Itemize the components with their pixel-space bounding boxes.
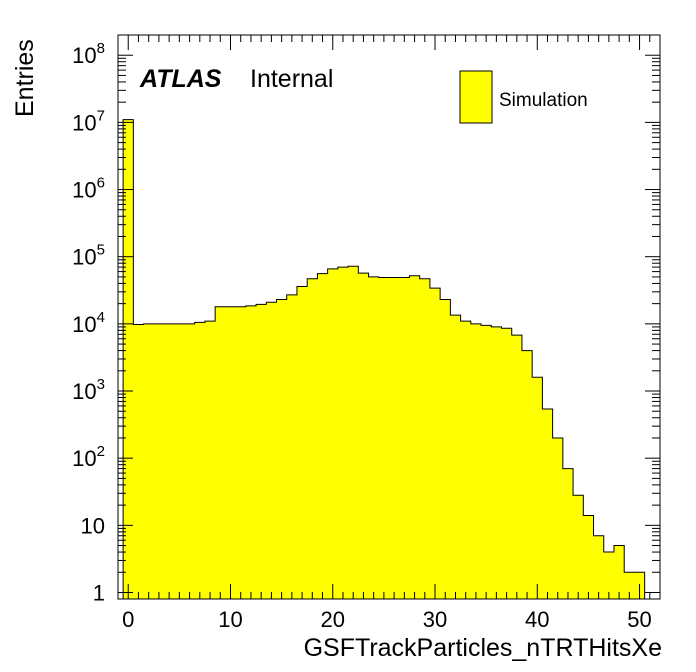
- histogram-bar: [603, 552, 615, 599]
- histogram-bar: [532, 377, 543, 599]
- histogram-bar: [133, 324, 144, 599]
- histogram-bar: [491, 326, 502, 599]
- histogram-bar: [123, 119, 134, 599]
- y-tick-label: 105: [72, 242, 105, 270]
- histogram-bar: [286, 294, 298, 599]
- histogram-bar: [521, 350, 533, 599]
- histogram-bar: [164, 323, 175, 599]
- histogram-bar: [562, 468, 574, 599]
- legend-swatch: [459, 70, 493, 124]
- x-tick-label: 20: [321, 607, 345, 632]
- histogram-outline: [122, 119, 646, 599]
- histogram-bar: [194, 322, 206, 599]
- x-tick-label: 30: [423, 607, 447, 632]
- histogram-bar: [460, 321, 472, 599]
- histogram-bar: [266, 302, 277, 599]
- y-tick-label: 107: [72, 107, 105, 135]
- histogram-bar: [174, 323, 185, 599]
- y-tick-label: 108: [72, 40, 105, 68]
- histogram-bar: [245, 305, 257, 599]
- y-axis-tick-labels: 1 10 102 103 104 105 106 107 108: [72, 40, 105, 605]
- histogram-bar: [368, 276, 380, 599]
- histogram-bar: [348, 266, 359, 599]
- histogram-bar: [624, 572, 635, 599]
- histogram-bar: [409, 275, 421, 599]
- y-tick-label: 10: [81, 513, 105, 538]
- histogram-bar: [307, 278, 318, 599]
- x-tick-label: 0: [122, 607, 134, 632]
- histogram-bar: [481, 325, 492, 599]
- histogram-bar: [429, 288, 441, 599]
- internal-label: Internal: [250, 65, 333, 93]
- histogram-bar: [389, 277, 400, 599]
- x-tick-label: 10: [218, 607, 242, 632]
- histogram-bar: [276, 299, 288, 599]
- histogram-bar: [419, 278, 431, 599]
- histogram-bar: [327, 268, 339, 599]
- histogram-bar: [440, 299, 451, 599]
- x-axis-tick-labels: 0 10 20 30 40 50: [122, 607, 652, 632]
- histogram-bar: [378, 277, 390, 599]
- histogram-bar: [225, 306, 237, 599]
- histogram-bar: [613, 545, 625, 599]
- histogram-bar: [153, 323, 165, 599]
- x-axis-ticks: [127, 35, 661, 599]
- x-tick-label: 40: [525, 607, 549, 632]
- legend-label: Simulation: [499, 90, 588, 111]
- histogram-bar: [204, 321, 216, 599]
- histogram-bar: [296, 286, 308, 599]
- histogram-bar: [501, 328, 513, 599]
- y-axis-title: Entries: [11, 39, 39, 117]
- histogram-bar: [552, 437, 564, 599]
- atlas-label: ATLAS: [139, 65, 222, 93]
- y-tick-label: 102: [72, 443, 105, 471]
- histogram-bar: [143, 323, 155, 599]
- y-tick-label: 104: [72, 309, 105, 337]
- histogram-bar: [317, 273, 329, 599]
- y-tick-label: 1: [93, 580, 105, 605]
- histogram-bar: [256, 304, 267, 599]
- histogram-bar: [583, 515, 594, 599]
- histogram-bar: [470, 323, 482, 599]
- histogram-bar: [358, 273, 369, 599]
- histogram-bar: [215, 306, 226, 599]
- histogram-bar: [511, 335, 523, 599]
- histogram-bar: [542, 408, 554, 599]
- histogram-bars: [123, 119, 646, 599]
- histogram-bar: [573, 495, 584, 599]
- legend: Simulation: [459, 70, 588, 124]
- y-tick-label: 103: [72, 376, 105, 404]
- plot-frame: [117, 34, 661, 600]
- histogram-bar: [399, 277, 410, 599]
- histogram-bar: [184, 323, 196, 599]
- x-tick-label: 50: [627, 607, 651, 632]
- histogram-bar: [337, 267, 349, 599]
- histogram-bar: [235, 306, 247, 599]
- y-axis-ticks: [118, 34, 660, 593]
- y-tick-label: 106: [72, 175, 105, 203]
- histogram-bar: [450, 315, 461, 599]
- histogram-bar: [593, 535, 605, 599]
- x-axis-title: GSFTrackParticles_nTRTHitsXe: [304, 634, 662, 662]
